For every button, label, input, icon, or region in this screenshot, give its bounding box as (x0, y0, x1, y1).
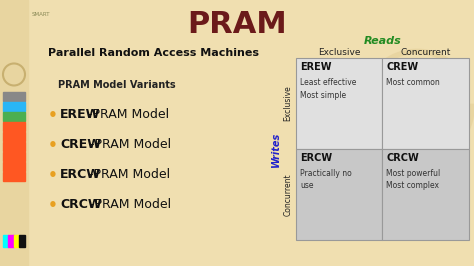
Bar (3, 142, 25, 151)
Text: CRCW: CRCW (60, 198, 101, 211)
Bar (383, 149, 469, 240)
Text: EREW: EREW (60, 108, 100, 121)
Bar (296, 149, 383, 240)
Text: Concurrent: Concurrent (401, 48, 451, 57)
Text: CRCW: CRCW (386, 153, 419, 163)
Text: -PRAM Model: -PRAM Model (89, 168, 170, 181)
Text: Most common: Most common (386, 78, 440, 87)
Text: SMART: SMART (32, 12, 51, 17)
Text: EREW: EREW (300, 62, 331, 72)
Text: Concurrent: Concurrent (283, 173, 292, 216)
Text: -PRAM Model: -PRAM Model (90, 198, 171, 211)
Bar (3, 162, 25, 171)
Text: Reads: Reads (364, 36, 401, 46)
Text: Least effective
Most simple: Least effective Most simple (300, 78, 356, 99)
Bar (3, 152, 25, 161)
Text: Most powerful
Most complex: Most powerful Most complex (386, 169, 441, 190)
Bar (3, 102, 25, 111)
Bar (3, 92, 25, 101)
Text: Exclusive: Exclusive (318, 48, 361, 57)
Text: CREW: CREW (386, 62, 419, 72)
Bar (3, 235, 9, 247)
Text: Writes: Writes (271, 131, 281, 167)
Bar (3, 172, 25, 181)
Text: -PRAM Model: -PRAM Model (90, 138, 171, 151)
Bar (9, 235, 14, 247)
Text: -PRAM Model: -PRAM Model (88, 108, 169, 121)
Text: •: • (48, 138, 58, 153)
Text: PRAM: PRAM (187, 10, 287, 39)
Bar (3, 132, 25, 141)
Text: •: • (48, 108, 58, 123)
Bar (3, 122, 25, 131)
Text: PRAM Model Variants: PRAM Model Variants (58, 80, 176, 90)
Bar (3, 112, 25, 121)
Bar (19, 235, 25, 247)
Text: Exclusive: Exclusive (283, 86, 292, 121)
Text: CREW: CREW (60, 138, 101, 151)
Bar (383, 58, 469, 149)
Text: ERCW: ERCW (300, 153, 332, 163)
Text: Parallel Random Access Machines: Parallel Random Access Machines (48, 48, 259, 58)
Text: Practically no
use: Practically no use (300, 169, 352, 190)
Text: •: • (48, 198, 58, 213)
Text: ERCW: ERCW (60, 168, 101, 181)
Bar (296, 58, 383, 149)
Text: •: • (48, 168, 58, 183)
Bar (0, 0, 28, 266)
Bar (14, 235, 19, 247)
